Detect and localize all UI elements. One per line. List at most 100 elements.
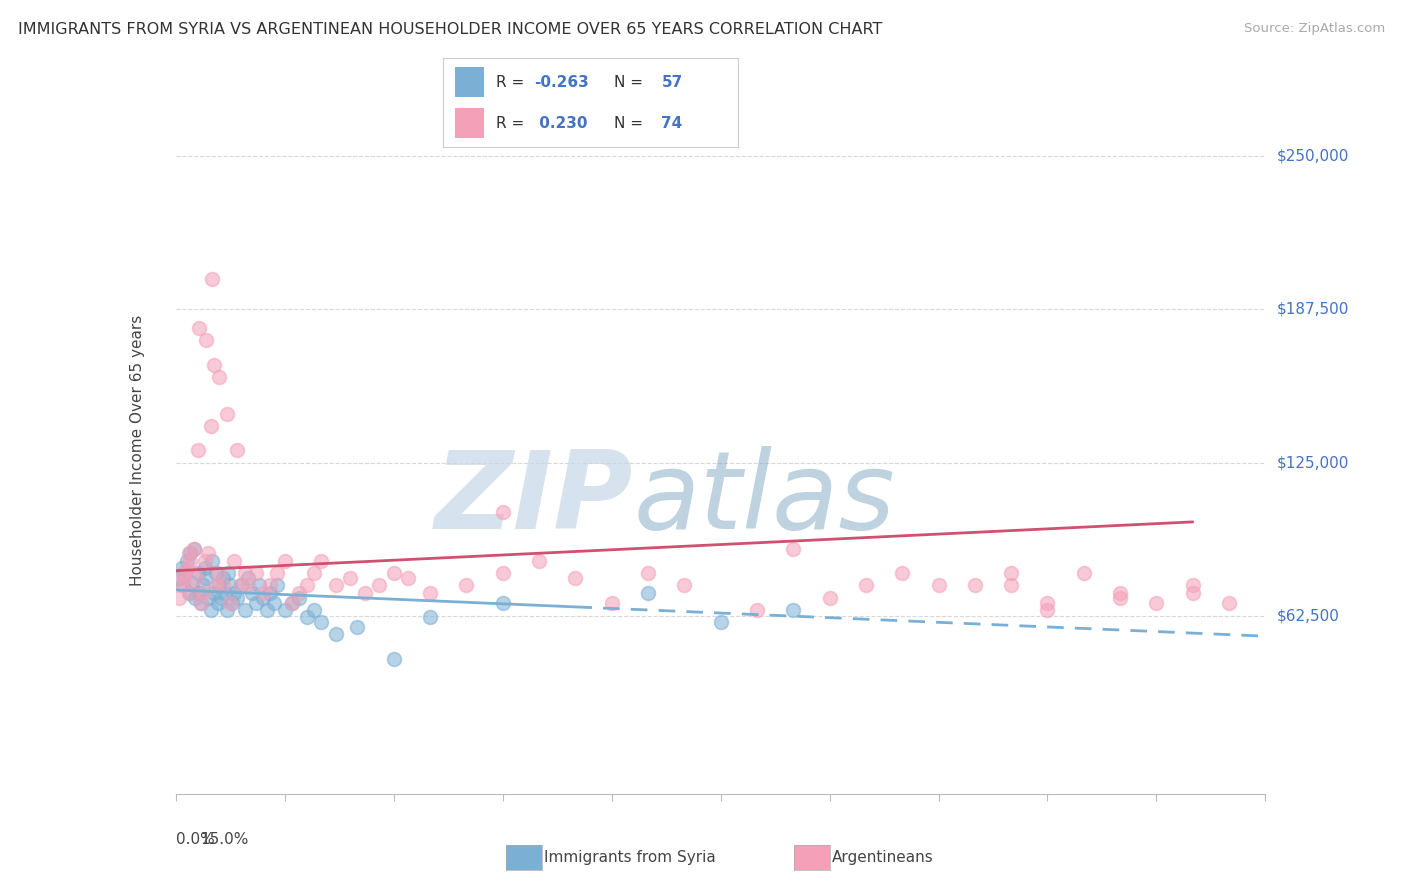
Point [207,566,229,581]
Point [238,578,260,592]
Text: ZIP: ZIP [434,445,633,551]
Point [183,541,205,556]
Point [222,554,245,568]
Point [201,554,224,568]
Point [492,505,515,519]
Point [295,610,318,624]
Point [190,596,212,610]
Point [204,578,226,592]
Text: Argentineans: Argentineans [832,850,934,864]
Point [183,541,205,556]
Point [184,591,207,605]
Point [238,571,260,585]
Point [179,554,201,568]
Point [204,566,226,581]
Point [288,586,311,600]
Point [928,578,950,592]
Point [200,603,222,617]
Point [1218,596,1240,610]
Point [346,620,368,634]
Text: N =: N = [614,116,648,130]
Point [202,586,225,600]
Point [1181,578,1204,592]
Point [209,591,232,605]
Point [564,571,586,585]
Point [172,578,194,592]
Text: $250,000: $250,000 [1277,149,1348,163]
Point [180,576,202,591]
Point [891,566,914,581]
Text: R =: R = [496,75,529,89]
Point [1036,603,1059,617]
Point [240,586,263,600]
Point [176,561,198,575]
Point [1000,578,1022,592]
Point [1073,566,1095,581]
Point [215,407,238,421]
Point [231,578,253,592]
Bar [454,67,484,97]
Point [197,546,219,561]
Point [274,554,297,568]
Point [233,603,256,617]
Point [382,652,405,666]
Point [194,561,217,575]
Point [745,603,768,617]
Point [782,603,804,617]
Point [180,586,202,600]
Point [188,586,211,600]
Point [710,615,733,630]
Point [247,578,270,592]
Point [200,419,222,434]
Point [274,603,297,617]
Point [226,591,249,605]
Point [197,591,219,605]
Point [245,596,267,610]
Point [217,566,239,581]
Point [637,566,659,581]
Point [173,571,195,585]
Point [288,591,311,605]
Point [266,566,288,581]
Point [325,627,347,641]
Point [233,566,256,581]
Point [295,578,318,592]
Point [302,566,325,581]
Text: -0.263: -0.263 [534,75,589,89]
Point [219,578,242,592]
Point [172,566,194,581]
Point [419,610,441,624]
Point [309,615,332,630]
Point [202,358,225,372]
Point [263,596,285,610]
Point [194,554,217,568]
Point [325,578,347,592]
Text: $125,000: $125,000 [1277,455,1348,470]
Text: 57: 57 [661,75,683,89]
Point [207,596,229,610]
Point [231,578,253,592]
Point [190,596,212,610]
Text: $62,500: $62,500 [1277,608,1340,624]
Text: $187,500: $187,500 [1277,301,1348,317]
Point [259,586,281,600]
Point [1109,586,1132,600]
Point [252,586,274,600]
Point [492,566,515,581]
Point [339,571,361,585]
Point [1036,596,1059,610]
Point [492,596,515,610]
Point [193,578,215,592]
Point [208,369,231,384]
Point [212,571,235,585]
Point [782,541,804,556]
Point [226,443,249,458]
Point [818,591,841,605]
Point [963,578,986,592]
Point [186,443,209,458]
Point [177,586,200,600]
Text: 0.0%: 0.0% [176,831,215,847]
Point [212,578,235,592]
Point [221,596,243,610]
Point [201,271,224,285]
